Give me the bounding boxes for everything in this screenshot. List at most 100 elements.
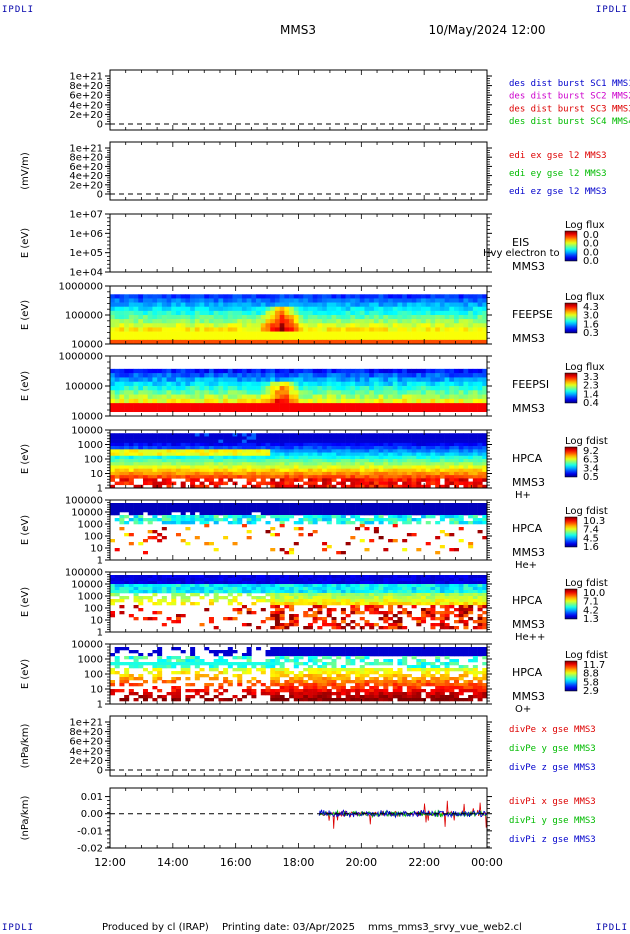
- spectrogram-cell: [270, 481, 276, 486]
- spectrogram-cell: [378, 398, 384, 404]
- spectrogram-cell: [166, 449, 172, 453]
- spectrogram-cell: [256, 452, 262, 457]
- spectrogram-cell: [373, 478, 379, 482]
- colorbar-tick-label: 0.5: [583, 472, 599, 483]
- spectrogram-cell: [468, 542, 474, 546]
- spectrogram-cell: [289, 310, 295, 316]
- spectrogram-cell: [157, 327, 163, 332]
- spectrogram-cell: [355, 373, 361, 378]
- spectrogram-cell: [260, 323, 266, 328]
- spectrogram-cell: [373, 315, 379, 320]
- spectrogram-cell: [119, 302, 125, 308]
- spectrogram-cell: [232, 398, 238, 404]
- spectrogram-cell: [152, 478, 158, 482]
- spectrogram-cell: [307, 323, 313, 328]
- spectrogram-cell: [416, 446, 422, 450]
- spectrogram-cell: [251, 306, 257, 312]
- spectrogram-cell: [430, 459, 436, 463]
- spectrogram-cell: [232, 575, 238, 579]
- spectrogram-cell: [383, 381, 389, 387]
- spectrogram-cell: [147, 578, 153, 582]
- spectrogram-cell: [110, 484, 116, 489]
- spectrogram-cell: [110, 327, 116, 332]
- spectrogram-cell: [251, 471, 257, 476]
- spectrogram-cell: [190, 433, 196, 437]
- spectrogram-cell: [298, 521, 304, 525]
- spectrogram-cell: [194, 471, 200, 476]
- spectrogram-cell: [373, 503, 379, 507]
- spectrogram-cell: [397, 377, 403, 383]
- spectrogram-cell: [454, 465, 460, 469]
- spectrogram-cell: [345, 394, 351, 400]
- spectrogram-cell: [322, 542, 328, 546]
- spectrogram-cell: [477, 462, 483, 466]
- spectrogram-cell: [119, 515, 125, 519]
- spectrogram-cell: [237, 581, 243, 585]
- spectrogram-cell: [256, 310, 262, 316]
- spectrogram-cell: [439, 587, 445, 591]
- spectrogram-cell: [166, 398, 172, 404]
- spectrogram-cell: [430, 593, 436, 597]
- spectrogram-cell: [331, 515, 337, 519]
- spectrogram-cell: [232, 390, 238, 395]
- spectrogram-cell: [298, 368, 304, 374]
- spectrogram-cell: [444, 439, 450, 444]
- spectrogram-cell: [359, 575, 365, 579]
- spectrogram-cell: [171, 442, 177, 447]
- spectrogram-cell: [388, 465, 394, 469]
- spectrogram-cell: [265, 475, 271, 479]
- spectrogram-cell: [138, 398, 144, 404]
- spectrogram-cell: [449, 481, 455, 486]
- spectrogram-cell: [279, 575, 285, 579]
- spectrogram-cell: [421, 587, 427, 591]
- spectrogram-cell: [359, 449, 365, 453]
- spectrogram-cell: [439, 593, 445, 597]
- spectrogram-cell: [336, 335, 342, 341]
- spectrogram-cell: [355, 407, 361, 413]
- spectrogram-cell: [204, 339, 210, 345]
- spectrogram-cell: [406, 294, 412, 299]
- spectrogram-cell: [237, 515, 243, 519]
- spectrogram-cell: [406, 433, 412, 437]
- spectrogram-cell: [171, 331, 177, 337]
- spectrogram-cell: [340, 462, 346, 466]
- legend-entry: des dist burst SC1 MMS1: [509, 79, 630, 89]
- spectrogram-cell: [246, 407, 252, 413]
- spectrogram-cell: [378, 593, 384, 597]
- spectrogram-cell: [124, 403, 130, 408]
- spectrogram-cell: [378, 587, 384, 591]
- spectrogram-cell: [204, 452, 210, 457]
- spectrogram-cell: [175, 394, 181, 400]
- spectrogram-cell: [303, 368, 309, 374]
- spectrogram-cell: [142, 539, 148, 543]
- spectrogram-cell: [463, 381, 469, 387]
- spectrogram-cell: [180, 452, 186, 457]
- spectrogram-cell: [194, 578, 200, 582]
- spectrogram-cell: [458, 452, 464, 457]
- spectrogram-cell: [237, 518, 243, 522]
- spectrogram-cell: [175, 310, 181, 316]
- spectrogram-cell: [411, 478, 417, 482]
- spectrogram-cell: [166, 323, 172, 328]
- spectrogram-cell: [340, 465, 346, 469]
- spectrogram-cell: [482, 436, 488, 440]
- spectrogram-cell: [477, 455, 483, 460]
- spectrogram-cell: [241, 524, 247, 528]
- spectrogram-cell: [289, 503, 295, 507]
- spectrogram-cell: [406, 323, 412, 328]
- spectrogram-cell: [284, 339, 290, 345]
- spectrogram-cell: [307, 578, 313, 582]
- spectrogram-cell: [468, 436, 474, 440]
- spectrogram-cell: [208, 323, 214, 328]
- spectrogram-cell: [472, 503, 478, 507]
- spectrogram-cell: [204, 518, 210, 522]
- spectrogram-cell: [241, 512, 247, 516]
- spectrogram-cell: [142, 302, 148, 308]
- spectrogram-cell: [388, 578, 394, 582]
- panel-frame: [109, 499, 488, 561]
- spectrogram-cell: [369, 368, 375, 374]
- spectrogram-cell: [345, 449, 351, 453]
- spectrogram-cell: [444, 468, 450, 473]
